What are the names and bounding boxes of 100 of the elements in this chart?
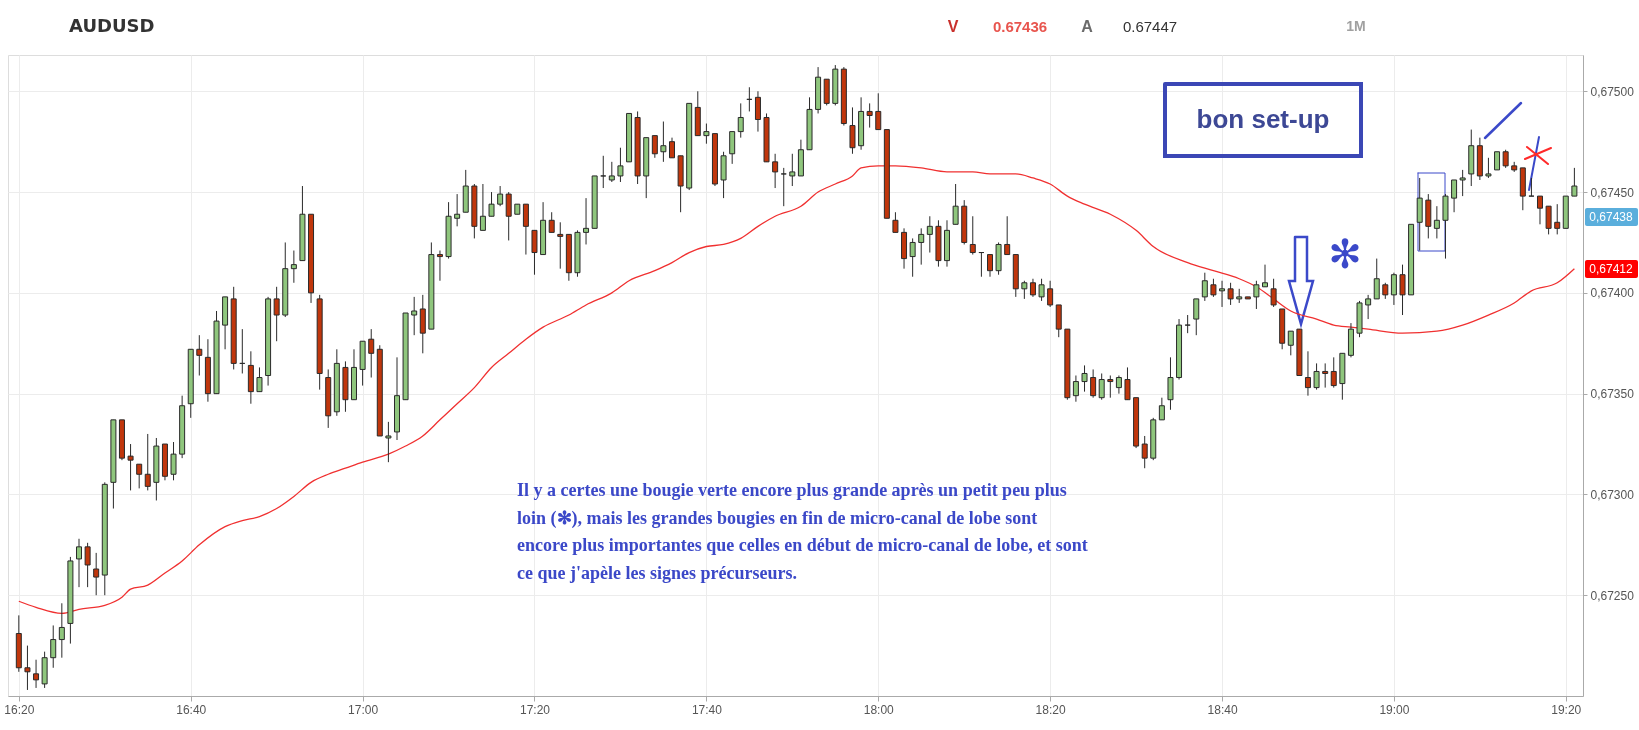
- y-tick-label: 0,67300: [1590, 487, 1635, 502]
- candlestick: [1390, 272, 1397, 306]
- candlestick: [1494, 151, 1501, 171]
- candlestick: [669, 137, 675, 159]
- candlestick: [411, 296, 418, 336]
- candlestick: [58, 602, 65, 659]
- candlestick: [926, 215, 933, 254]
- candlestick: [969, 215, 976, 256]
- candlestick: [497, 185, 504, 207]
- candlestick: [1038, 278, 1045, 302]
- candlestick: [1141, 435, 1148, 469]
- candlestick: [1090, 368, 1097, 399]
- x-tick-label: 17:20: [519, 702, 551, 717]
- candlestick: [651, 135, 658, 159]
- candlestick: [1537, 195, 1543, 225]
- candlestick: [1399, 264, 1406, 316]
- line-series: [18, 165, 1576, 615]
- candlestick: [849, 106, 856, 155]
- candlestick: [1021, 280, 1028, 300]
- x-tick-label: 18:40: [1207, 702, 1238, 717]
- candlestick: [273, 286, 280, 342]
- candlestick: [127, 443, 134, 491]
- candlestick: [1219, 280, 1226, 308]
- candlestick: [256, 366, 263, 393]
- candlestick: [488, 191, 495, 217]
- candlestick: [772, 153, 779, 189]
- candlestick: [1365, 294, 1372, 320]
- candlestick: [1098, 372, 1105, 401]
- candlestick: [368, 328, 375, 379]
- candlestick: [1287, 330, 1294, 356]
- candlestick: [1313, 362, 1320, 391]
- candlestick: [737, 102, 744, 139]
- candlestick: [1330, 356, 1337, 389]
- candlestick: [1304, 350, 1311, 397]
- candlestick: [1528, 177, 1535, 197]
- chart-title: AUDUSD: [69, 15, 155, 36]
- x-tick-label: 18:20: [1035, 702, 1066, 717]
- y-tick-label: 0,67400: [1590, 286, 1635, 301]
- candlestick: [196, 334, 203, 376]
- annotation: ✻: [1328, 231, 1362, 277]
- candlestick: [1554, 203, 1561, 235]
- candlestick: [33, 659, 40, 689]
- candlestick: [170, 441, 177, 481]
- candlestick: [1193, 298, 1200, 336]
- candlestick: [1004, 215, 1011, 256]
- candlestick: [1158, 397, 1165, 421]
- candlestick: [24, 645, 31, 691]
- candlestick: [952, 183, 959, 225]
- y-tick-label: 0,67450: [1590, 185, 1635, 200]
- candlestick: [1571, 167, 1578, 197]
- candlestick: [84, 542, 91, 588]
- x-tick-label: 19:00: [1379, 702, 1410, 717]
- candlestick: [1107, 375, 1114, 399]
- candlestick: [754, 90, 761, 133]
- candlestick: [144, 433, 151, 491]
- candlestick: [557, 221, 564, 270]
- candlestick: [1124, 366, 1131, 401]
- candlestick: [531, 229, 538, 276]
- text: A: [1081, 18, 1094, 35]
- candlestick: [1210, 278, 1217, 298]
- x-tick-label: 19:20: [1551, 702, 1582, 717]
- y-tick-label: 0,67350: [1590, 387, 1635, 402]
- y-tick-label: 0,67500: [1590, 84, 1635, 99]
- candlestick: [1184, 314, 1191, 334]
- candlestick: [660, 121, 667, 163]
- x-tick-label: 16:20: [4, 702, 35, 717]
- candlestick: [1115, 375, 1122, 395]
- candlestick: [703, 123, 710, 145]
- candlestick: [479, 183, 486, 231]
- annotation: bon set-up: [1196, 104, 1330, 134]
- candlestick: [93, 552, 100, 596]
- text: 0,67412: [1589, 262, 1634, 276]
- candlestick: [1502, 149, 1509, 169]
- y-tick-label: 0,67250: [1590, 588, 1635, 603]
- candlestick: [1485, 157, 1492, 179]
- candlestick: [892, 211, 899, 233]
- annotation: Il y a certes une bougie verte encore plus grande après un petit peu plus loin (✻), mais les grandes bougies en fin de micro-canal de lobe sont encore plus importantes que celles en début de micro-canal de lobe, et sont ce que j'apèle les signes précurseurs.: [517, 480, 1088, 584]
- x-tick-label: 16:40: [176, 702, 207, 717]
- candlestick: [1459, 169, 1466, 197]
- candlestick: [583, 197, 590, 245]
- text: 1M: [1346, 18, 1366, 34]
- candlestick: [1167, 356, 1174, 411]
- candlestick: [1545, 205, 1552, 235]
- candlestick: [1322, 362, 1329, 389]
- text: 0.67447: [1122, 18, 1178, 35]
- candlestick: [1262, 264, 1268, 288]
- candlestick: [600, 155, 607, 189]
- candlestick: [608, 161, 615, 183]
- candlestick: [918, 227, 925, 266]
- candlestick: [1270, 278, 1277, 308]
- candlestick: [1047, 280, 1054, 308]
- candlestick: [76, 538, 82, 588]
- candlestick: [1201, 272, 1208, 302]
- candlestick: [1081, 364, 1088, 393]
- text: 0,67438: [1589, 210, 1634, 224]
- candlestick: [1029, 278, 1036, 298]
- candlestick: [909, 237, 916, 278]
- candlestick: [866, 102, 873, 129]
- candlestick: [1373, 258, 1380, 300]
- text: V: [947, 18, 959, 35]
